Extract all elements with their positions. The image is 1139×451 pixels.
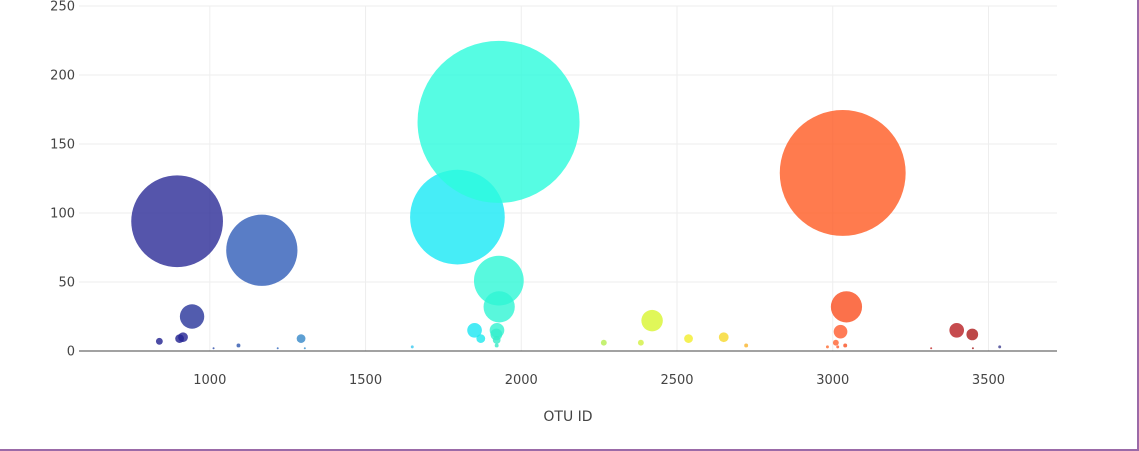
bubble-point <box>832 339 839 346</box>
bubble-point <box>779 110 906 236</box>
gridlines <box>79 5 1057 351</box>
y-tick-label: 0 <box>67 345 75 360</box>
bubble-point <box>718 332 729 343</box>
x-tick-label: 2500 <box>660 373 693 388</box>
bubble-point <box>930 347 933 350</box>
bubble-point <box>641 309 663 332</box>
bubble-point <box>473 255 524 306</box>
bubble-point <box>410 345 414 349</box>
bubble-point <box>494 343 499 348</box>
bubble-point <box>236 343 241 348</box>
bubble-point <box>483 291 515 323</box>
x-tick-label: 3000 <box>816 373 849 388</box>
x-axis-ticks: 1000 1500 2000 2500 3000 3500 <box>193 373 1005 388</box>
bubble-point <box>131 175 223 268</box>
bubble-point <box>276 347 279 350</box>
bubble-point <box>833 324 848 339</box>
y-tick-label: 50 <box>58 276 75 291</box>
bubble-point <box>212 347 215 350</box>
bubble-point <box>637 339 644 346</box>
bubble-point <box>226 214 298 286</box>
bubble-point <box>836 345 840 349</box>
bubbles-layer <box>131 40 1002 350</box>
bubble-point <box>744 343 749 348</box>
bubble-point <box>179 304 205 329</box>
y-tick-label: 100 <box>50 207 75 222</box>
bubble-point <box>600 339 607 346</box>
x-tick-label: 3500 <box>972 373 1005 388</box>
bubble-point <box>303 347 306 350</box>
bubble-point <box>966 328 979 341</box>
y-axis-ticks: 0 50 100 150 200 250 <box>50 0 75 360</box>
x-axis-title: OTU ID <box>543 409 592 425</box>
bubble-point <box>949 322 965 338</box>
bubble-point <box>467 322 482 338</box>
y-tick-label: 250 <box>50 0 75 15</box>
x-tick-label: 1500 <box>349 373 382 388</box>
bubble-point <box>998 345 1002 349</box>
x-tick-label: 1000 <box>193 373 226 388</box>
bubble-point <box>155 337 163 345</box>
x-tick-label: 2000 <box>505 373 538 388</box>
bubble-point <box>296 334 306 343</box>
bubble-point <box>843 343 848 348</box>
bubble-point <box>684 334 693 343</box>
bubble-point <box>417 40 580 203</box>
y-tick-label: 200 <box>50 69 75 84</box>
bubble-point <box>178 332 188 343</box>
y-tick-label: 150 <box>50 138 75 153</box>
bubble-point <box>492 336 501 344</box>
bubble-point <box>830 291 863 323</box>
bubble-point <box>476 334 486 343</box>
bubble-point <box>825 345 829 349</box>
bubble-point <box>971 347 974 350</box>
